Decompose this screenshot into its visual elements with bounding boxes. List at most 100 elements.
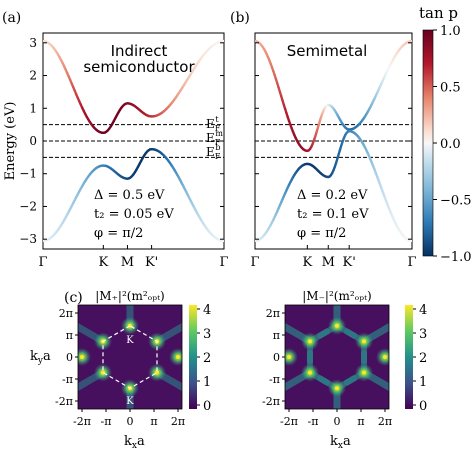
heatmap-hotspot: [285, 348, 298, 366]
x-tick-label: 2π: [171, 415, 185, 428]
heatmap-m-plus: [78, 305, 182, 409]
y-tick-label: 2π: [59, 307, 73, 320]
panel-b-param-3: φ = π/2: [297, 226, 346, 241]
panel-b-param-2: t₂ = 0.1 eV: [297, 207, 369, 222]
tan-p-colorbar-ticks: 1.0 0.5 0.0 −0.5 −1.0: [433, 24, 472, 265]
colorbar-m-minus: [405, 305, 413, 409]
heatmap-hotspot-core: [155, 370, 160, 375]
colorbar-tick-label: 0.0: [440, 137, 461, 152]
colorbar-tick-label: 1: [203, 375, 211, 390]
y-tick-label: 2π: [266, 307, 280, 320]
x-tick-label: -π: [101, 415, 112, 428]
heatmap-m-minus: [285, 305, 389, 409]
heatmap-streak: [285, 369, 314, 392]
panel-a-param-2: t₂ = 0.05 eV: [94, 207, 174, 222]
heatmap-hotspot: [78, 348, 91, 366]
x-tick-label: K: [98, 255, 108, 270]
hex-label-k-top: K: [126, 335, 134, 346]
y-tick-label: 1: [29, 101, 37, 115]
panel-c-ylabel: kya: [30, 349, 51, 366]
heatmap-streak: [78, 369, 107, 392]
y-tick-label: 0: [273, 351, 280, 364]
colorbar-tick-label: 1: [419, 375, 427, 390]
valence-band: [255, 129, 412, 243]
y-tick-label: π: [273, 329, 280, 342]
panel-c-left-xlabel: kxa: [124, 434, 145, 450]
panel-a: (a) −3 −2 −1 0 1 2 3 Γ K M K' Γ Energy (eV) Indire…: [2, 10, 229, 270]
y-tick-label: -2π: [55, 395, 73, 408]
x-tick-label: -2π: [73, 415, 91, 428]
panel-a-fermi-labels: EFt EFm EFb: [206, 115, 223, 161]
brillouin-zone-hexagon: [102, 325, 158, 389]
colorbar-tick-label: 0.5: [440, 81, 461, 96]
panel-a-label: (a): [2, 10, 21, 26]
y-tick-label: 2: [29, 69, 37, 83]
x-tick-label: Γ: [38, 255, 47, 270]
panel-c-right-xlabel: kxa: [330, 434, 351, 450]
panel-c-right-title: |M₋|²(m²ₒₚₜ): [302, 289, 371, 303]
panel-a-fermi-lines: [43, 124, 224, 158]
colorbar-tick-label: 3: [419, 327, 427, 342]
x-tick-label: Γ: [407, 255, 416, 270]
x-tick-label: K: [302, 255, 312, 270]
heatmap-hotspot: [169, 348, 182, 366]
colorbar-tick-label: 4: [419, 303, 427, 318]
y-tick-label: 0: [66, 351, 73, 364]
panel-a-param-3: φ = π/2: [94, 226, 143, 241]
x-tick-label: M: [322, 255, 335, 270]
panel-a-ylabel: Energy (eV): [3, 102, 18, 181]
x-tick-label: K': [343, 255, 356, 270]
valence-band: [43, 147, 224, 243]
heatmap-hotspot-core: [80, 355, 84, 359]
heatmap-streak: [360, 322, 389, 345]
tan-p-colorbar-label: tan p: [419, 4, 458, 22]
y-tick-label: -2π: [262, 395, 280, 408]
fermi-label-mid: EFm: [206, 129, 223, 147]
panel-a-title: Indirect: [111, 42, 168, 60]
tan-p-colorbar: tan p 1.0 0.5 0.0 −0.5 −1.0: [419, 4, 472, 265]
tan-p-colorbar-bar: [422, 29, 434, 257]
heatmap-streak: [360, 369, 389, 392]
colorbar-m-plus: [189, 305, 197, 409]
fermi-label-bottom: EFb: [206, 143, 221, 161]
colorbar-tick-label: 4: [203, 303, 211, 318]
panel-b-x-ticks: Γ K M K' Γ: [250, 245, 417, 270]
x-tick-label: Γ: [250, 255, 259, 270]
heatmap-hotspot-core: [287, 355, 291, 359]
x-tick-label: 0: [334, 415, 341, 428]
heatmap-hotspot-core: [176, 355, 180, 359]
panel-b-fermi-lines: [255, 124, 412, 158]
heatmap-hotspot-core: [335, 323, 339, 328]
heatmap-hotspot: [376, 348, 389, 366]
x-tick-label: π: [150, 415, 157, 428]
heatmap-hotspot-core: [307, 370, 312, 375]
panel-c-label: (c): [64, 290, 83, 306]
x-tick-label: Γ: [219, 255, 228, 270]
hexagon-outline: [102, 325, 158, 389]
panel-c: (c) |M₊|²(m²ₒₚₜ) |M₋|²(m²ₒₚₜ) K K -2π -π 0…: [30, 289, 427, 450]
heatmap-hotspot-core: [362, 370, 367, 375]
panel-b-param-1: Δ = 0.2 eV: [297, 188, 368, 203]
x-tick-label: -π: [308, 415, 319, 428]
heatmap-hotspot-core: [383, 355, 387, 359]
fermi-label-top: EFt: [206, 115, 221, 133]
colorbar-tick-label: 3: [203, 327, 211, 342]
colorbar-tick-label: 2: [419, 351, 427, 366]
x-tick-label: π: [357, 415, 364, 428]
panel-b-bands: [255, 39, 412, 243]
y-tick-label: 3: [29, 36, 37, 50]
heatmap-streak: [153, 369, 182, 392]
colorbar-tick-label: −1.0: [440, 250, 472, 265]
colorbar-tick-label: −0.5: [440, 194, 472, 209]
heatmap-streak: [78, 322, 107, 345]
heatmap-streak: [153, 322, 182, 345]
conduction-band: [43, 39, 224, 135]
hex-label-k-bottom: K: [126, 396, 134, 407]
y-tick-label: -π: [62, 373, 73, 386]
heatmap-hotspot-core: [335, 386, 339, 391]
conduction-band: [255, 39, 412, 153]
y-tick-label: 0: [29, 134, 37, 148]
panel-a-param-1: Δ = 0.5 eV: [94, 188, 165, 203]
